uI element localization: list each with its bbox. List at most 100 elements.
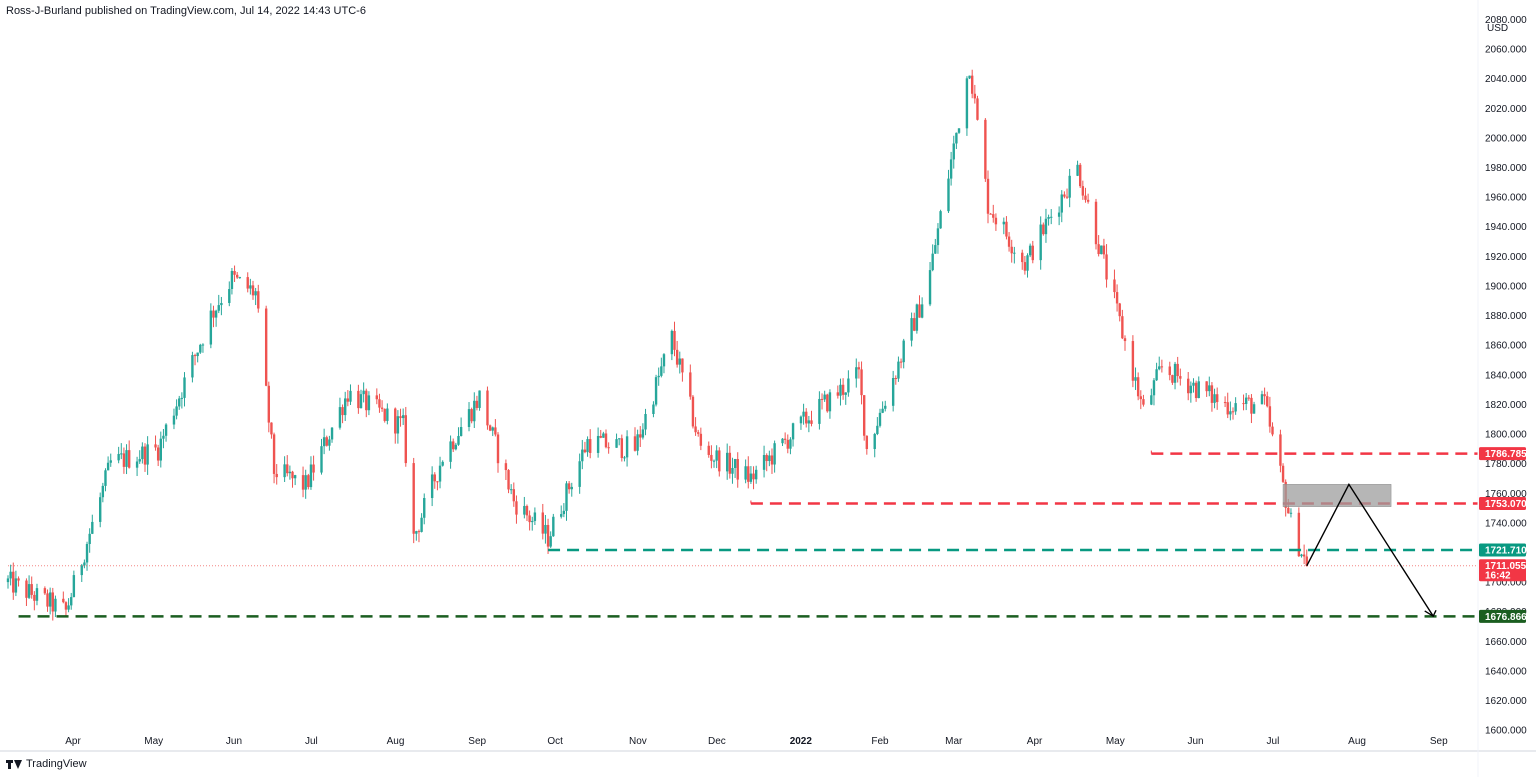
candle-down xyxy=(64,602,68,610)
candle-down xyxy=(486,390,489,426)
level-price-tag-label: 1676.866 xyxy=(1485,612,1527,623)
candle-down xyxy=(1271,426,1274,435)
candle-down xyxy=(286,464,289,474)
candle-down xyxy=(496,434,500,464)
candle-up xyxy=(1028,245,1032,256)
candle-down xyxy=(212,310,215,318)
last-price-tag-bg xyxy=(1479,559,1526,582)
candle-down xyxy=(375,395,379,400)
level-price-tag-label: 1753.070 xyxy=(1485,499,1527,510)
price-tick-label: 1640.000 xyxy=(1485,666,1527,677)
candle-up xyxy=(544,524,547,534)
price-tick-label: 1740.000 xyxy=(1485,518,1527,529)
time-tick-label: Sep xyxy=(1430,736,1448,747)
candle-up xyxy=(560,514,563,517)
candle-down xyxy=(1113,279,1116,293)
candle-up xyxy=(878,412,882,426)
candle-up xyxy=(88,533,91,544)
candle-down xyxy=(546,524,550,547)
candle-down xyxy=(267,385,271,423)
candle-down xyxy=(1281,465,1285,482)
candle-up xyxy=(712,460,716,462)
candle-up xyxy=(449,441,452,462)
candle-down xyxy=(383,408,386,421)
candle-up xyxy=(1050,216,1053,218)
candle-down xyxy=(913,318,916,331)
candle-down xyxy=(894,378,897,380)
time-axis: Apr May Jun Jul Aug Sep Oct Nov Dec 2022 Feb Mar Apr… xyxy=(65,736,1448,747)
candle-up xyxy=(615,439,618,448)
candle-up xyxy=(254,291,257,296)
time-tick-label: Jul xyxy=(1267,736,1280,747)
candle-down xyxy=(583,449,587,453)
candle-down xyxy=(33,594,36,601)
candle-down xyxy=(257,291,260,309)
candle-up xyxy=(454,444,458,450)
candle-up xyxy=(220,302,223,306)
candle-down xyxy=(512,489,516,502)
candle-up xyxy=(288,471,292,474)
candle-up xyxy=(509,489,513,491)
price-tick-label: 2080.000 xyxy=(1485,15,1527,26)
candle-up xyxy=(1013,252,1016,254)
candle-up xyxy=(293,475,297,479)
candle-down xyxy=(433,474,436,482)
candle-down xyxy=(1210,385,1214,403)
candle-up xyxy=(523,505,526,515)
candle-up xyxy=(178,398,181,407)
candle-down xyxy=(291,471,294,479)
candle-up xyxy=(807,420,811,424)
candle-up xyxy=(744,466,747,480)
candle-up xyxy=(654,377,658,405)
candle-up xyxy=(731,467,734,474)
candle-down xyxy=(394,408,397,434)
candle-down xyxy=(994,217,998,225)
candle-up xyxy=(459,427,463,436)
candle-down xyxy=(1250,397,1253,414)
candle-down xyxy=(984,119,987,179)
price-tick-label: 1660.000 xyxy=(1485,637,1527,648)
candle-up xyxy=(228,289,231,303)
candle-down xyxy=(1205,381,1208,392)
candle-down xyxy=(1021,252,1024,263)
candle-down xyxy=(1118,303,1121,317)
candle-up xyxy=(217,305,220,311)
candle-up xyxy=(83,562,86,566)
price-tick-label: 1860.000 xyxy=(1485,341,1527,352)
candle-up xyxy=(641,429,645,438)
candle-up xyxy=(467,409,471,428)
candle-down xyxy=(1194,382,1198,399)
candle-up xyxy=(304,475,307,490)
candle-up xyxy=(931,253,934,271)
candle-down xyxy=(528,515,531,523)
candle-down xyxy=(1279,434,1282,466)
candle-up xyxy=(423,498,426,518)
candle-down xyxy=(620,438,624,459)
candle-up xyxy=(1158,366,1161,370)
candle-up xyxy=(1152,380,1156,396)
candle-down xyxy=(46,593,49,607)
candle-down xyxy=(1142,399,1145,405)
candle-up xyxy=(330,427,334,440)
candle-down xyxy=(357,390,360,409)
candle-down xyxy=(154,444,157,448)
candle-up xyxy=(401,415,405,419)
candle-down xyxy=(494,427,497,435)
candle-up xyxy=(636,434,639,451)
candle-down xyxy=(380,407,384,409)
candle-down xyxy=(404,415,407,464)
candle-up xyxy=(1150,395,1153,405)
candle-down xyxy=(156,447,160,461)
candle-down xyxy=(989,213,992,215)
candle-down xyxy=(488,425,492,431)
candle-down xyxy=(1168,366,1171,376)
candle-down xyxy=(1084,195,1087,200)
candle-down xyxy=(127,450,131,468)
candle-down xyxy=(1105,254,1108,280)
candle-up xyxy=(349,390,352,402)
tradingview-logo-icon xyxy=(6,759,22,770)
candle-down xyxy=(718,450,721,472)
candle-down xyxy=(673,330,676,350)
footer: TradingView xyxy=(6,758,87,770)
